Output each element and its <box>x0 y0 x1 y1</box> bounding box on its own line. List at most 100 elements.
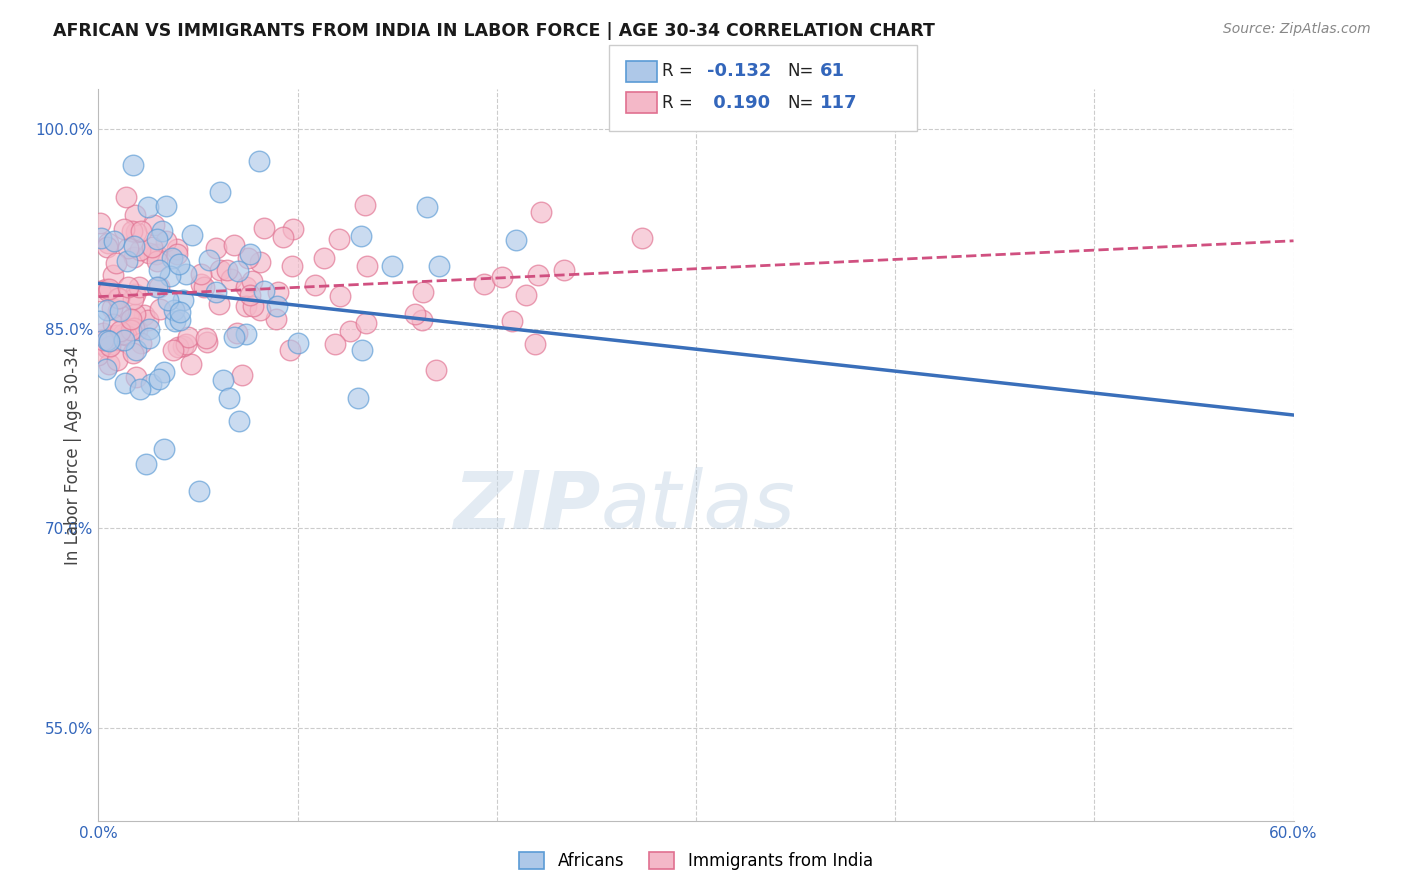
Point <box>356 316 378 330</box>
Point <box>96 240 118 254</box>
Point <box>226 264 249 278</box>
Point <box>117 280 139 294</box>
Text: 61: 61 <box>820 62 845 80</box>
Point <box>114 376 136 390</box>
Point <box>122 239 145 253</box>
Point <box>190 267 212 281</box>
Point <box>312 252 335 266</box>
Point <box>219 272 242 286</box>
Point <box>105 352 128 367</box>
Point <box>115 253 138 268</box>
Point <box>412 285 434 300</box>
Point <box>115 327 138 342</box>
Point <box>115 190 138 204</box>
Point <box>96 341 118 355</box>
Text: 0.190: 0.190 <box>707 94 770 112</box>
Point <box>91 333 114 347</box>
Point <box>139 376 162 391</box>
Point <box>163 314 186 328</box>
Point <box>325 337 347 351</box>
Point <box>347 391 370 405</box>
Point <box>266 299 288 313</box>
Point <box>242 299 264 313</box>
Point <box>108 324 131 338</box>
Point <box>134 308 156 322</box>
Point <box>253 221 276 235</box>
Point <box>180 228 202 243</box>
Point <box>166 340 188 354</box>
Point <box>148 263 170 277</box>
Point <box>103 234 125 248</box>
Point <box>328 232 350 246</box>
Point <box>222 330 245 344</box>
Point <box>136 312 159 326</box>
Point <box>212 373 235 387</box>
Point <box>505 233 527 247</box>
Point <box>122 346 145 360</box>
Point <box>404 307 426 321</box>
Point <box>208 185 231 199</box>
Point <box>264 312 287 326</box>
Point <box>128 383 150 397</box>
Point <box>124 208 146 222</box>
Point <box>247 153 270 168</box>
Point <box>530 204 553 219</box>
Point <box>350 343 373 357</box>
Point <box>124 286 146 301</box>
Point <box>96 283 118 297</box>
Point <box>120 323 142 337</box>
Point <box>190 277 212 291</box>
Point <box>207 297 229 311</box>
Point <box>141 240 163 254</box>
Point <box>91 337 114 351</box>
Point <box>98 334 121 349</box>
Point <box>235 326 257 341</box>
Point <box>235 279 257 293</box>
Point <box>163 303 186 318</box>
Point <box>381 259 404 273</box>
Point <box>180 357 202 371</box>
Text: N=: N= <box>787 62 814 80</box>
Point <box>166 247 188 261</box>
Point <box>177 330 200 344</box>
Point <box>304 278 326 293</box>
Point <box>329 289 352 303</box>
Point <box>112 327 135 342</box>
Point <box>172 339 194 353</box>
Point <box>104 256 127 270</box>
Point <box>425 362 447 376</box>
Point <box>169 304 191 318</box>
Point <box>107 291 129 305</box>
Point <box>138 322 160 336</box>
Point <box>125 323 148 337</box>
Y-axis label: In Labor Force | Age 30-34: In Labor Force | Age 30-34 <box>63 345 82 565</box>
Point <box>121 158 143 172</box>
Point <box>150 224 173 238</box>
Point <box>94 361 117 376</box>
Point <box>193 280 215 294</box>
Point <box>153 365 176 379</box>
Point <box>153 442 176 457</box>
Point <box>339 324 361 338</box>
Point <box>491 270 513 285</box>
Point <box>136 201 159 215</box>
Point <box>87 314 110 328</box>
Point <box>146 232 169 246</box>
Point <box>501 314 523 328</box>
Point <box>253 285 276 299</box>
Point <box>350 229 373 244</box>
Point <box>124 343 146 358</box>
Point <box>278 343 301 357</box>
Point <box>195 334 218 349</box>
Point <box>129 336 152 351</box>
Point <box>122 250 145 264</box>
Point <box>204 285 226 299</box>
Point <box>110 304 132 318</box>
Point <box>204 241 226 255</box>
Point <box>159 269 181 284</box>
Point <box>97 357 120 371</box>
Point <box>238 251 260 265</box>
Point <box>146 280 169 294</box>
Point <box>122 292 145 306</box>
Point <box>174 268 197 282</box>
